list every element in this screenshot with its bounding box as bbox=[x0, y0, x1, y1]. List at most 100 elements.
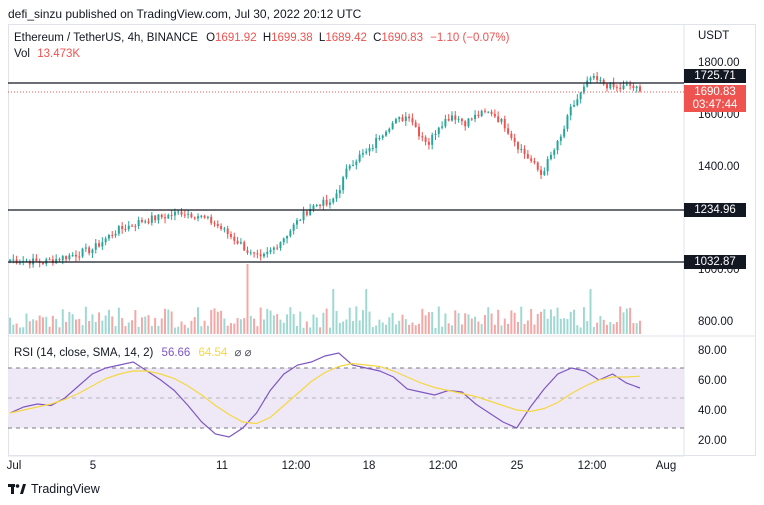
rsi-tick: 60.00 bbox=[698, 375, 727, 387]
rsi-line bbox=[9, 352, 641, 438]
candle-body bbox=[305, 211, 308, 216]
last-price-tag: 1690.83 bbox=[684, 85, 746, 99]
candle-body bbox=[332, 198, 335, 203]
volume-bar bbox=[256, 326, 259, 334]
low-label: L bbox=[318, 32, 326, 44]
volume-bars bbox=[9, 264, 641, 334]
rsi-tick: 40.00 bbox=[698, 405, 727, 417]
candle-body bbox=[220, 226, 223, 230]
candle-body bbox=[124, 229, 127, 231]
symbol-legend: Ethereum / TetherUS, 4h, BINANCE O1691.9… bbox=[14, 32, 509, 44]
volume-bar bbox=[569, 311, 572, 334]
candle-body bbox=[187, 213, 190, 215]
volume-bar bbox=[322, 312, 325, 334]
time-tick: 25 bbox=[510, 460, 524, 472]
candle-body bbox=[249, 252, 252, 254]
candle-body bbox=[216, 223, 219, 227]
candle-body bbox=[536, 162, 539, 170]
volume-bar bbox=[216, 311, 219, 334]
volume-bar bbox=[609, 322, 612, 334]
candle-body bbox=[282, 238, 285, 243]
volume-bar bbox=[543, 309, 546, 334]
candle-body bbox=[457, 118, 460, 120]
candle-body bbox=[134, 226, 137, 228]
volume-bar bbox=[167, 309, 170, 334]
candle-body bbox=[497, 116, 500, 122]
candle-body bbox=[352, 165, 355, 167]
volume-bar bbox=[526, 320, 529, 334]
volume-bar bbox=[114, 326, 117, 334]
volume-bar bbox=[203, 320, 206, 334]
volume-bar bbox=[602, 319, 605, 334]
rsi-legend: RSI (14, close, SMA, 14, 2) 56.66 64.54 … bbox=[14, 345, 252, 359]
volume-bar bbox=[104, 315, 107, 334]
candle-body bbox=[447, 118, 450, 121]
volume-bar bbox=[540, 311, 543, 334]
volume-bar bbox=[431, 312, 434, 334]
volume-bar bbox=[45, 316, 48, 334]
candle-body bbox=[401, 117, 404, 121]
tradingview-logo-icon bbox=[8, 484, 26, 494]
volume-bar bbox=[226, 325, 229, 334]
candle-body bbox=[121, 226, 124, 230]
candle-body bbox=[107, 235, 110, 239]
volume-bar bbox=[292, 314, 295, 334]
candle-body bbox=[516, 142, 519, 150]
candle-body bbox=[292, 224, 295, 231]
volume-bar bbox=[586, 321, 589, 334]
volume-bar bbox=[507, 323, 510, 334]
volume-bar bbox=[262, 319, 265, 334]
volume-bar bbox=[523, 323, 526, 334]
volume-bar bbox=[454, 310, 457, 334]
volume-bar bbox=[355, 306, 358, 334]
candle-body bbox=[615, 87, 618, 89]
volume-bar bbox=[348, 307, 351, 334]
candle-body bbox=[474, 114, 477, 120]
candle-body bbox=[117, 226, 120, 234]
volume-bar bbox=[137, 326, 140, 334]
volume-bar bbox=[164, 308, 167, 334]
candle-body bbox=[197, 216, 199, 219]
candle-body bbox=[513, 137, 516, 143]
candle-body bbox=[276, 247, 279, 249]
volume-bar bbox=[51, 315, 54, 334]
visibility-icons[interactable]: ⌀ ⌀ bbox=[234, 347, 252, 359]
candle-body bbox=[424, 137, 427, 142]
candle-body bbox=[206, 216, 209, 218]
volume-bar bbox=[566, 318, 569, 334]
tradingview-logo[interactable]: TradingView bbox=[8, 482, 100, 496]
candle-body bbox=[160, 214, 163, 218]
volume-bar bbox=[414, 325, 417, 334]
candle-body bbox=[355, 161, 358, 166]
volume-bar bbox=[352, 321, 355, 334]
volume-bar bbox=[18, 327, 21, 334]
volume-bar bbox=[404, 319, 407, 334]
volume-bar bbox=[15, 323, 18, 334]
volume-bar bbox=[612, 324, 615, 334]
candle-body bbox=[632, 85, 635, 89]
volume-bar bbox=[490, 313, 493, 334]
volume-bar bbox=[497, 309, 500, 334]
volume-bar bbox=[582, 307, 585, 334]
volume-bar bbox=[213, 308, 216, 334]
price-tick: 1400.00 bbox=[698, 161, 740, 173]
volume-bar bbox=[107, 309, 110, 334]
time-tick: 12:00 bbox=[281, 460, 311, 472]
volume-value: 13.473K bbox=[37, 48, 81, 60]
volume-bar bbox=[418, 323, 420, 334]
countdown-tag: 03:47:44 bbox=[684, 98, 746, 112]
volume-bar bbox=[233, 323, 236, 334]
volume-bar bbox=[536, 313, 539, 334]
volume-bar bbox=[319, 327, 322, 334]
candle-body bbox=[35, 258, 38, 262]
volume-bar bbox=[302, 327, 305, 334]
candle-body bbox=[421, 136, 424, 138]
rsi-lines bbox=[9, 352, 641, 438]
candle-body bbox=[526, 154, 529, 159]
candle-body bbox=[540, 169, 543, 175]
volume-bar bbox=[259, 307, 262, 334]
candle-body bbox=[622, 85, 625, 89]
volume-bar bbox=[487, 307, 490, 334]
candle-body bbox=[230, 234, 232, 237]
